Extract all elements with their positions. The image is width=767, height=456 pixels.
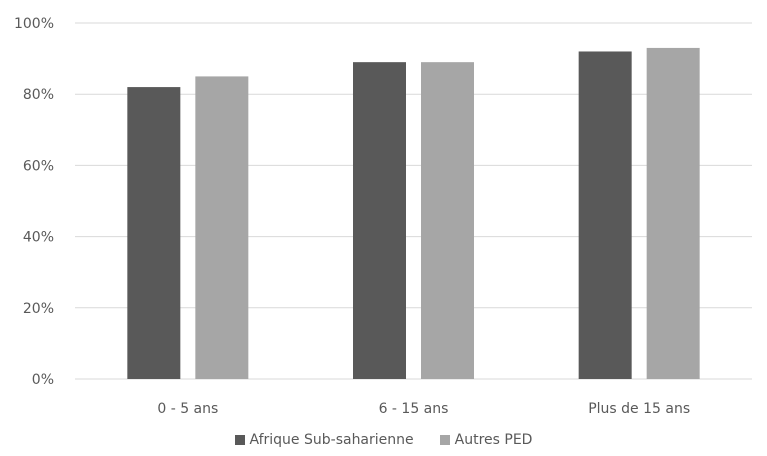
bar-afrique-sub-saharienne	[127, 87, 181, 379]
bar-afrique-sub-saharienne	[353, 62, 406, 379]
y-tick-label: 0%	[32, 372, 54, 388]
chart-plot-area: 0% 20% 40% 60% 80% 100% 0 - 5 ans 6 - 15 ans Plu…	[14, 16, 752, 417]
x-tick-label: 6 - 15 ans	[379, 401, 449, 417]
legend-item-autres-ped: Autres PED	[439, 432, 533, 448]
y-tick-label: 60%	[23, 158, 54, 174]
bar-autres-ped	[195, 76, 249, 380]
y-tick-label: 40%	[23, 230, 54, 246]
bar-autres-ped	[421, 62, 474, 379]
y-tick-label: 20%	[23, 301, 54, 317]
y-tick-label: 100%	[14, 16, 54, 32]
x-tick-label: Plus de 15 ans	[588, 401, 690, 417]
legend-label-afrique-sub-saharienne: Afrique Sub-saharienne	[249, 432, 414, 448]
legend-swatch-autres-ped	[439, 435, 450, 445]
x-tick-label: 0 - 5 ans	[157, 401, 218, 417]
y-tick-label: 80%	[23, 87, 54, 103]
legend-label-autres-ped: Autres PED	[454, 432, 533, 448]
legend: Afrique Sub-saharienne Autres PED	[0, 432, 767, 448]
bar-afrique-sub-saharienne	[578, 51, 632, 379]
bar-autres-ped	[646, 47, 700, 380]
legend-item-afrique-sub-saharienne: Afrique Sub-saharienne	[234, 432, 414, 448]
legend-swatch-afrique-sub-saharienne	[234, 435, 245, 445]
